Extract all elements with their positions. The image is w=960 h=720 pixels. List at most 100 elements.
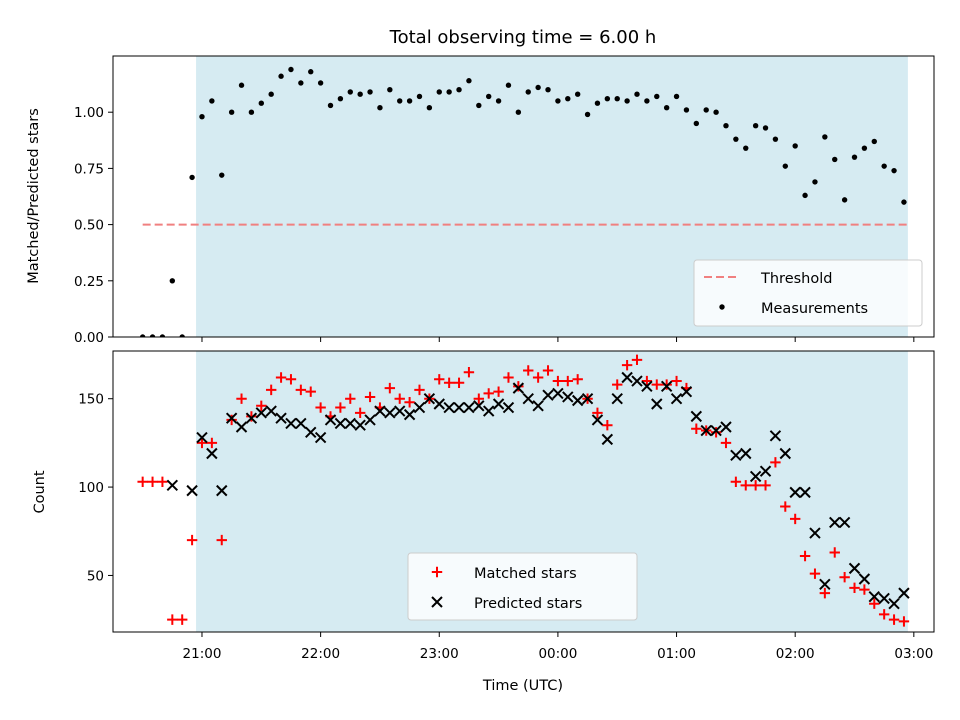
top-y-tick-label: 0.00 [74, 330, 104, 346]
matched-star-point [859, 584, 870, 595]
matched-star-point [780, 501, 791, 512]
matched-star-point [878, 609, 890, 620]
matched-star-point [523, 365, 534, 376]
predicted-star-point [779, 447, 792, 460]
matched-star-point [256, 400, 267, 411]
measurement-point [406, 98, 413, 104]
measurement-point [495, 98, 502, 104]
measurement-point [743, 145, 749, 151]
predicted-star-point [641, 380, 653, 393]
measurement-point [456, 87, 462, 93]
predicted-star-point [720, 421, 732, 433]
measurement-point [792, 143, 798, 149]
matched-star-point [295, 384, 307, 396]
measurement-point [644, 98, 650, 104]
predicted-star-point [305, 426, 317, 439]
measurement-point [268, 91, 274, 97]
top-y-tick-label: 1.00 [74, 105, 104, 121]
matched-star-point [839, 572, 850, 583]
measurement-point [713, 109, 719, 115]
matched-star-point [443, 377, 455, 389]
predicted-star-point [275, 412, 287, 424]
measurement-point [228, 109, 235, 115]
measurement-point [485, 93, 492, 100]
matched-star-point [186, 534, 198, 546]
matched-star-point [414, 384, 425, 396]
matched-star-point [799, 550, 811, 562]
matched-star-point [562, 375, 573, 387]
predicted-star-point [838, 516, 851, 529]
matched-star-point [137, 476, 148, 487]
matched-star-point [760, 480, 771, 491]
matched-star-point [720, 437, 732, 449]
measurement-point [822, 134, 828, 140]
predicted-star-point [759, 465, 772, 477]
legend-box [407, 552, 638, 621]
predicted-star-point [621, 371, 633, 384]
predicted-star-point [522, 393, 534, 405]
predicted-star-point [186, 484, 198, 497]
measurement-point [209, 98, 215, 104]
measurement-point [871, 138, 877, 145]
bottom-y-tick-label: 150 [78, 392, 104, 408]
measurement-point [476, 102, 482, 109]
x-tick-label: 02:00 [776, 646, 815, 662]
predicted-star-point [295, 417, 307, 430]
measurement-point [347, 89, 353, 95]
predicted-star-point [324, 414, 337, 426]
predicted-star-point [888, 598, 900, 610]
matched-star-point [226, 414, 237, 426]
matched-star-point [463, 367, 475, 378]
measurement-point [574, 91, 581, 97]
matched-star-point [542, 365, 554, 376]
measurement-point [614, 96, 620, 102]
predicted-star-point [443, 401, 455, 414]
matched-star-point [275, 372, 287, 383]
matched-star-point [869, 598, 880, 609]
measurement-point [199, 113, 205, 120]
predicted-star-point [354, 419, 366, 431]
measurement-point [733, 136, 739, 142]
predicted-star-point [216, 484, 228, 497]
predicted-star-point [453, 401, 465, 414]
measurement-point [169, 278, 176, 284]
matched-star-point [602, 420, 613, 431]
matched-star-point [167, 614, 178, 625]
matched-star-point [621, 359, 633, 371]
predicted-star-point [769, 430, 782, 442]
top-y-axis-label: Matched/Predicted stars [26, 108, 42, 284]
matched-star-point [305, 386, 316, 397]
matched-star-point [483, 388, 494, 399]
predicted-star-point [473, 400, 485, 412]
predicted-star-point [413, 401, 426, 414]
matched-star-point [364, 391, 376, 403]
measurement-point [288, 66, 294, 73]
measurement-point [535, 84, 541, 91]
top-axes-frame [112, 55, 935, 338]
matched-star-point [750, 480, 761, 491]
predicted-star-point [542, 389, 554, 401]
matched-star-point [434, 374, 445, 385]
top-y-tick-label: 0.50 [74, 218, 104, 234]
predicted-star-point [394, 405, 406, 417]
measurement-point [901, 199, 907, 205]
measurement-point [654, 93, 660, 100]
predicted-star-point [809, 527, 821, 539]
measurement-point [723, 122, 729, 129]
x-tick-label: 22:00 [301, 646, 340, 662]
predicted-star-point [206, 447, 218, 460]
top-y-tick-label: 0.75 [74, 161, 104, 177]
measurement-point [673, 93, 680, 100]
matched-star-point [404, 397, 415, 408]
measurement-point [703, 107, 709, 113]
measurement-point [555, 98, 561, 104]
legend-matched-swatch [431, 566, 443, 578]
measurement-point [308, 69, 314, 75]
measurement-point [258, 100, 265, 106]
matched-star-point [453, 377, 465, 389]
matched-star-point [789, 513, 801, 525]
predicted-star-point [482, 405, 495, 417]
predicted-star-point [334, 417, 347, 430]
predicted-star-point [819, 578, 831, 590]
